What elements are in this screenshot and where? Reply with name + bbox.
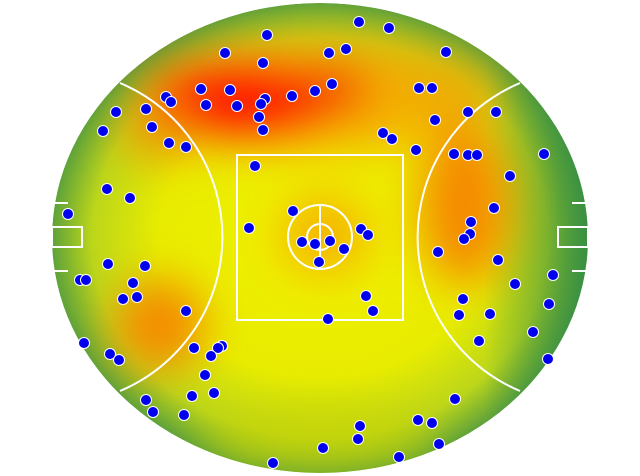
point bbox=[195, 83, 207, 95]
point bbox=[383, 22, 395, 34]
point bbox=[127, 277, 139, 289]
point bbox=[412, 414, 424, 426]
point bbox=[78, 337, 90, 349]
point bbox=[353, 16, 365, 28]
point bbox=[219, 47, 231, 59]
point bbox=[243, 222, 255, 234]
point bbox=[199, 369, 211, 381]
point bbox=[413, 82, 425, 94]
point bbox=[313, 256, 325, 268]
point bbox=[267, 457, 279, 469]
point bbox=[448, 148, 460, 160]
point bbox=[124, 192, 136, 204]
point bbox=[102, 258, 114, 270]
point bbox=[224, 84, 236, 96]
point bbox=[101, 183, 113, 195]
point bbox=[492, 254, 504, 266]
heatmap bbox=[52, 3, 588, 473]
point bbox=[212, 342, 224, 354]
point bbox=[377, 127, 389, 139]
point bbox=[317, 442, 329, 454]
point bbox=[249, 160, 261, 172]
point bbox=[324, 235, 336, 247]
point bbox=[509, 278, 521, 290]
point bbox=[465, 216, 477, 228]
point bbox=[309, 85, 321, 97]
point bbox=[543, 298, 555, 310]
point bbox=[432, 246, 444, 258]
point bbox=[140, 394, 152, 406]
point bbox=[253, 111, 265, 123]
point bbox=[231, 100, 243, 112]
point bbox=[393, 451, 405, 463]
point bbox=[286, 90, 298, 102]
point bbox=[386, 133, 398, 145]
point bbox=[322, 313, 334, 325]
point bbox=[110, 106, 122, 118]
point bbox=[178, 409, 190, 421]
point bbox=[362, 229, 374, 241]
point bbox=[296, 236, 308, 248]
point bbox=[457, 293, 469, 305]
point bbox=[538, 148, 550, 160]
point bbox=[323, 47, 335, 59]
point bbox=[462, 106, 474, 118]
point bbox=[484, 308, 496, 320]
point bbox=[426, 82, 438, 94]
point bbox=[186, 390, 198, 402]
point bbox=[440, 46, 452, 58]
point bbox=[146, 121, 158, 133]
point bbox=[147, 406, 159, 418]
point bbox=[504, 170, 516, 182]
point bbox=[354, 420, 366, 432]
point bbox=[340, 43, 352, 55]
point bbox=[352, 433, 364, 445]
point bbox=[261, 29, 273, 41]
point bbox=[473, 335, 485, 347]
point bbox=[433, 438, 445, 450]
point bbox=[113, 354, 125, 366]
point bbox=[255, 98, 267, 110]
point bbox=[131, 291, 143, 303]
point bbox=[338, 243, 350, 255]
field-lines bbox=[51, 82, 589, 392]
point bbox=[458, 233, 470, 245]
point bbox=[410, 144, 422, 156]
point bbox=[309, 238, 321, 250]
point bbox=[471, 149, 483, 161]
point bbox=[453, 309, 465, 321]
point bbox=[165, 96, 177, 108]
point bbox=[287, 205, 299, 217]
point bbox=[180, 141, 192, 153]
point bbox=[429, 114, 441, 126]
point bbox=[360, 290, 372, 302]
point bbox=[140, 103, 152, 115]
point bbox=[257, 57, 269, 69]
point bbox=[180, 305, 192, 317]
point bbox=[488, 202, 500, 214]
point bbox=[367, 305, 379, 317]
point bbox=[200, 99, 212, 111]
point bbox=[542, 353, 554, 365]
point bbox=[104, 348, 116, 360]
point bbox=[426, 417, 438, 429]
point bbox=[205, 350, 217, 362]
point bbox=[257, 124, 269, 136]
point bbox=[547, 269, 559, 281]
point bbox=[97, 125, 109, 137]
point bbox=[188, 342, 200, 354]
point bbox=[62, 208, 74, 220]
point bbox=[117, 293, 129, 305]
point bbox=[449, 393, 461, 405]
points bbox=[62, 16, 559, 469]
point bbox=[139, 260, 151, 272]
point bbox=[326, 78, 338, 90]
point bbox=[80, 274, 92, 286]
point bbox=[208, 387, 220, 399]
point bbox=[163, 137, 175, 149]
point bbox=[490, 106, 502, 118]
point bbox=[527, 326, 539, 338]
